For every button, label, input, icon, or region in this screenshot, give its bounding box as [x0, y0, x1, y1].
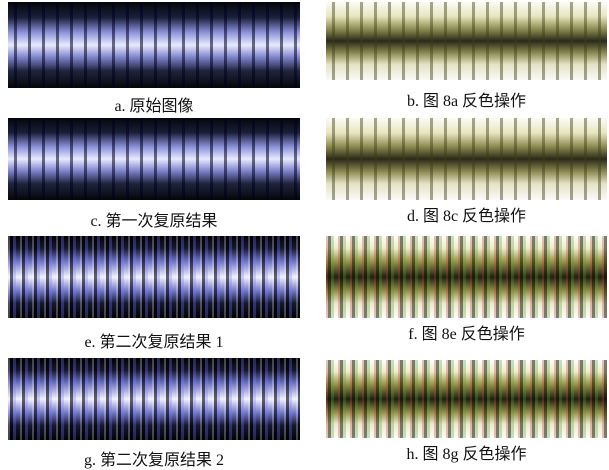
caption: c. 第一次复原结果	[8, 207, 300, 231]
caption: b. 图 8a 反色操作	[326, 87, 607, 111]
panel-image	[8, 2, 300, 88]
panel-image	[326, 2, 607, 80]
figure: a. 原始图像 b. 图 8a 反色操作 c. 第一次复原结果 d. 图 8c …	[0, 0, 609, 466]
panel-image	[326, 236, 607, 318]
caption: d. 图 8c 反色操作	[326, 202, 607, 226]
caption: h. 图 8g 反色操作	[326, 440, 607, 464]
caption: a. 原始图像	[8, 92, 300, 116]
caption: f. 图 8e 反色操作	[326, 320, 607, 344]
panel-image	[8, 358, 300, 440]
panel-image	[326, 118, 607, 200]
caption: g. 第二次复原结果 2	[8, 446, 300, 470]
panel-image	[8, 118, 300, 200]
panel-image	[326, 360, 607, 438]
panel-image	[8, 236, 300, 318]
caption: e. 第二次复原结果 1	[8, 328, 300, 352]
